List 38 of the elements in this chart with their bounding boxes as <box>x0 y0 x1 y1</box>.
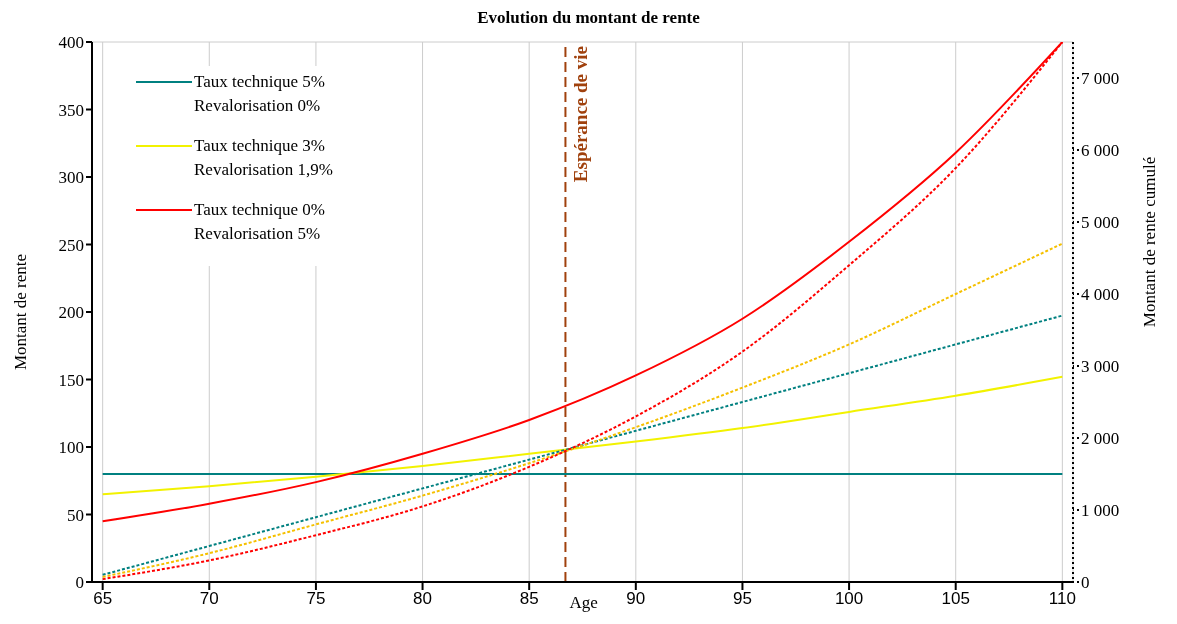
ref-line-label: Espérance de vie <box>570 46 592 183</box>
x-tick-label: 70 <box>199 589 219 609</box>
x-tick-label: 95 <box>732 589 752 609</box>
x-axis-title: Age <box>569 593 598 612</box>
y-tick-label: 300 <box>58 168 84 188</box>
y-tick-label: 100 <box>58 438 84 458</box>
y2-tick-label: 3 000 <box>1081 357 1120 377</box>
legend-label: Taux technique 5% Revalorisation 0% <box>194 71 325 117</box>
line-series <box>101 242 1064 578</box>
y2-tick-label: 5 000 <box>1081 213 1120 233</box>
x-tick-label: 65 <box>93 589 113 609</box>
y-axis-title: Montant de rente <box>11 253 30 371</box>
y-tick-label: 150 <box>58 370 84 390</box>
y2-tick-label: 2 000 <box>1081 429 1120 449</box>
y2-tick-label: 7 000 <box>1081 69 1120 89</box>
legend-label: Taux technique 0% Revalorisation 5% <box>194 199 325 245</box>
y-tick-label: 400 <box>58 33 84 53</box>
x-tick-label: 80 <box>413 589 433 609</box>
x-tick-label: 105 <box>941 589 970 609</box>
y2-tick-label: 6 000 <box>1081 141 1120 161</box>
x-tick-label: 110 <box>1048 589 1076 609</box>
line-series <box>101 314 1064 576</box>
line-series <box>101 375 1064 496</box>
y-tick-label: 0 <box>75 573 84 593</box>
y-tick-label: 50 <box>67 505 84 525</box>
y-tick-label: 200 <box>58 303 84 323</box>
y2-axis-title: Montant de rente cumulé <box>1140 156 1159 328</box>
x-tick-label: 90 <box>626 589 646 609</box>
legend-label: Taux technique 3% Revalorisation 1,9% <box>194 135 333 181</box>
y-tick-label: 350 <box>58 100 84 120</box>
y-tick-label: 250 <box>58 235 84 255</box>
y2-tick-label: 1 000 <box>1081 501 1120 521</box>
x-tick-label: 75 <box>306 589 326 609</box>
chart-title: Evolution du montant de rente <box>476 8 701 28</box>
y2-tick-label: 4 000 <box>1081 285 1120 305</box>
x-tick-label: 85 <box>519 589 539 609</box>
y2-tick-label: 0 <box>1081 573 1090 593</box>
x-tick-label: 100 <box>834 589 864 609</box>
